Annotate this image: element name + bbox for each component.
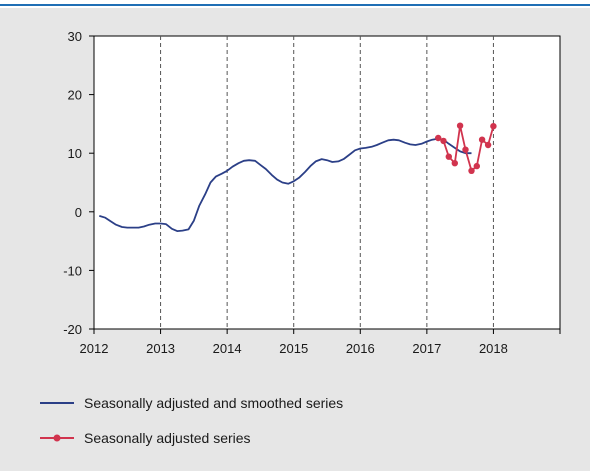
data-point	[456, 122, 464, 129]
data-point	[440, 137, 447, 145]
plot-area	[93, 35, 561, 330]
data-point	[451, 160, 458, 167]
x-tick-label: 2015	[279, 341, 308, 356]
y-tick-label: 30	[68, 29, 82, 44]
data-point	[484, 141, 492, 149]
data-point	[435, 134, 442, 142]
series-line-0	[99, 137, 472, 232]
legend-label-smoothed: Seasonally adjusted and smoothed series	[84, 395, 343, 411]
x-tick-label: 2014	[213, 341, 242, 356]
legend-label-seasonally-adjusted: Seasonally adjusted series	[84, 430, 251, 446]
data-point	[462, 146, 469, 153]
data-point	[468, 167, 475, 174]
x-tick-label: 2017	[412, 341, 441, 356]
series-layer	[99, 122, 497, 232]
data-point	[490, 123, 497, 130]
legend-item-smoothed: Seasonally adjusted and smoothed series	[40, 395, 343, 411]
legend-item-seasonally-adjusted: Seasonally adjusted series	[40, 430, 251, 446]
y-tick-label: 10	[68, 146, 82, 161]
data-point	[445, 153, 452, 160]
y-tick-label: 0	[75, 205, 82, 220]
data-point	[478, 136, 486, 143]
x-tick-label: 2013	[146, 341, 175, 356]
data-point	[473, 162, 480, 170]
y-tick-label: -20	[63, 322, 82, 337]
x-tick-label: 2018	[479, 341, 508, 356]
axes: -20 -10 0 10 20 30 2012 2013 2014 2015 2016 2017 201…	[63, 29, 561, 356]
y-tick-label: -10	[63, 263, 82, 278]
y-tick-label: 20	[68, 88, 82, 103]
top-accent-rule	[0, 4, 590, 6]
legend: Seasonally adjusted and smoothed series …	[40, 395, 343, 446]
x-tick-label: 2016	[346, 341, 375, 356]
x-tick-label: 2012	[80, 341, 109, 356]
legend-marker-seasonally-adjusted	[53, 434, 61, 442]
